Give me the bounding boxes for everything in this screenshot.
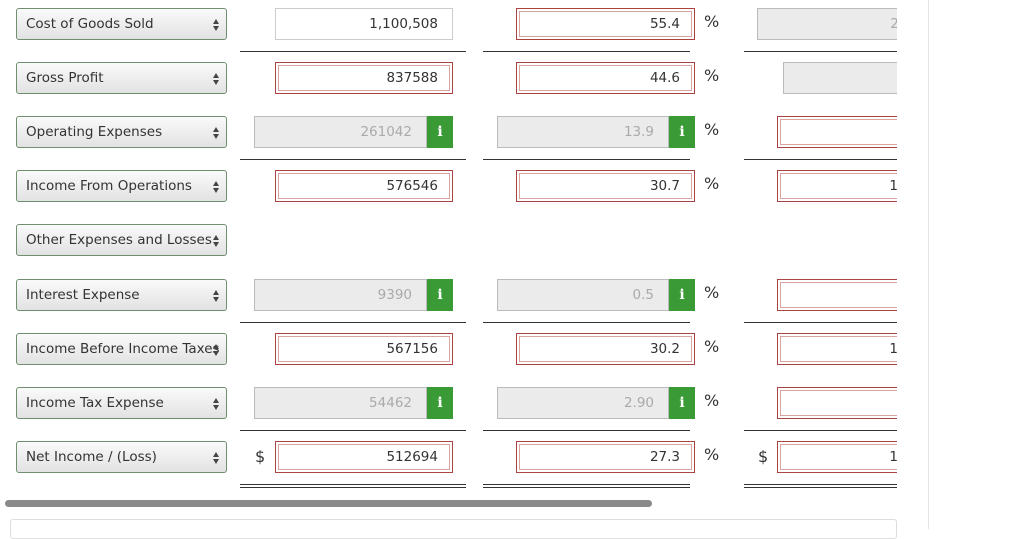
underline	[744, 483, 897, 485]
side-panel	[928, 0, 1024, 529]
footer-box	[10, 519, 897, 539]
percent-sign: %	[704, 282, 720, 302]
underline	[240, 159, 466, 161]
underline	[744, 429, 897, 431]
underline	[240, 321, 466, 323]
extra-input[interactable]: 1	[777, 332, 897, 365]
percent-input[interactable]: 30.7	[516, 170, 695, 203]
underline	[240, 483, 466, 485]
underline	[483, 51, 690, 52]
underline	[240, 486, 466, 488]
percent-sign: %	[704, 120, 720, 140]
percent-sign: %	[704, 444, 720, 464]
underline	[483, 159, 690, 161]
info-button[interactable]: i	[669, 116, 695, 149]
amount-input[interactable]: 512694	[275, 440, 453, 473]
info-button[interactable]: i	[427, 278, 453, 311]
row-select[interactable]: Income From Operations	[16, 170, 227, 203]
income-statement: Cost of Goods Sold 1,100,508 55.4% 296 Gross…	[16, 8, 897, 488]
scrollbar[interactable]	[5, 500, 652, 507]
row-select[interactable]: Interest Expense	[16, 278, 227, 311]
underline	[483, 486, 690, 488]
amount-input[interactable]: 837588	[275, 62, 453, 95]
underline	[744, 51, 897, 52]
info-button[interactable]: i	[427, 386, 453, 419]
underline	[483, 321, 690, 323]
percent-sign: %	[704, 12, 720, 31]
row-select[interactable]: Operating Expenses	[16, 116, 227, 149]
percent-input[interactable]: 2.90	[497, 386, 669, 419]
percent-sign: %	[704, 66, 720, 86]
row-select[interactable]: Other Expenses and Losses	[16, 224, 227, 257]
underline	[744, 321, 897, 323]
row-select[interactable]: Income Tax Expense	[16, 386, 227, 419]
underline	[744, 159, 897, 161]
percent-input[interactable]: 13.9	[497, 116, 669, 149]
percent-input[interactable]: 55.4	[516, 8, 695, 40]
percent-sign: %	[704, 390, 720, 410]
amount-input[interactable]: 9390	[254, 278, 427, 311]
percent-input[interactable]: 44.6	[516, 62, 695, 95]
currency-sign: $	[255, 446, 266, 466]
percent-sign: %	[704, 336, 720, 356]
info-button[interactable]: i	[669, 278, 695, 311]
extra-input[interactable]: 1	[777, 170, 897, 203]
underline	[483, 483, 690, 485]
info-button[interactable]: i	[669, 386, 695, 419]
amount-input[interactable]: 54462	[254, 386, 427, 419]
underline	[240, 51, 466, 52]
amount-input[interactable]: 1,100,508	[275, 8, 453, 40]
percent-input[interactable]: 0.5	[497, 278, 669, 311]
row-select[interactable]: Cost of Goods Sold	[16, 8, 227, 40]
currency-sign: $	[758, 446, 769, 466]
underline	[483, 429, 690, 431]
underline	[744, 486, 897, 488]
extra-input[interactable]	[783, 62, 897, 95]
extra-input[interactable]	[777, 278, 897, 311]
extra-input[interactable]	[777, 386, 897, 419]
amount-input[interactable]: 567156	[275, 332, 453, 365]
percent-sign: %	[704, 174, 720, 194]
row-select[interactable]: Income Before Income Taxes	[16, 332, 227, 365]
info-button[interactable]: i	[427, 116, 453, 149]
extra-input[interactable]: 296	[757, 8, 897, 40]
row-select[interactable]: Net Income / (Loss)	[16, 440, 227, 473]
amount-input[interactable]: 261042	[254, 116, 427, 149]
percent-input[interactable]: 27.3	[516, 440, 695, 473]
amount-input[interactable]: 576546	[275, 170, 453, 203]
row-select[interactable]: Gross Profit	[16, 62, 227, 95]
extra-input[interactable]: 1	[777, 440, 897, 473]
extra-input[interactable]	[777, 116, 897, 149]
percent-input[interactable]: 30.2	[516, 332, 695, 365]
underline	[240, 429, 466, 431]
